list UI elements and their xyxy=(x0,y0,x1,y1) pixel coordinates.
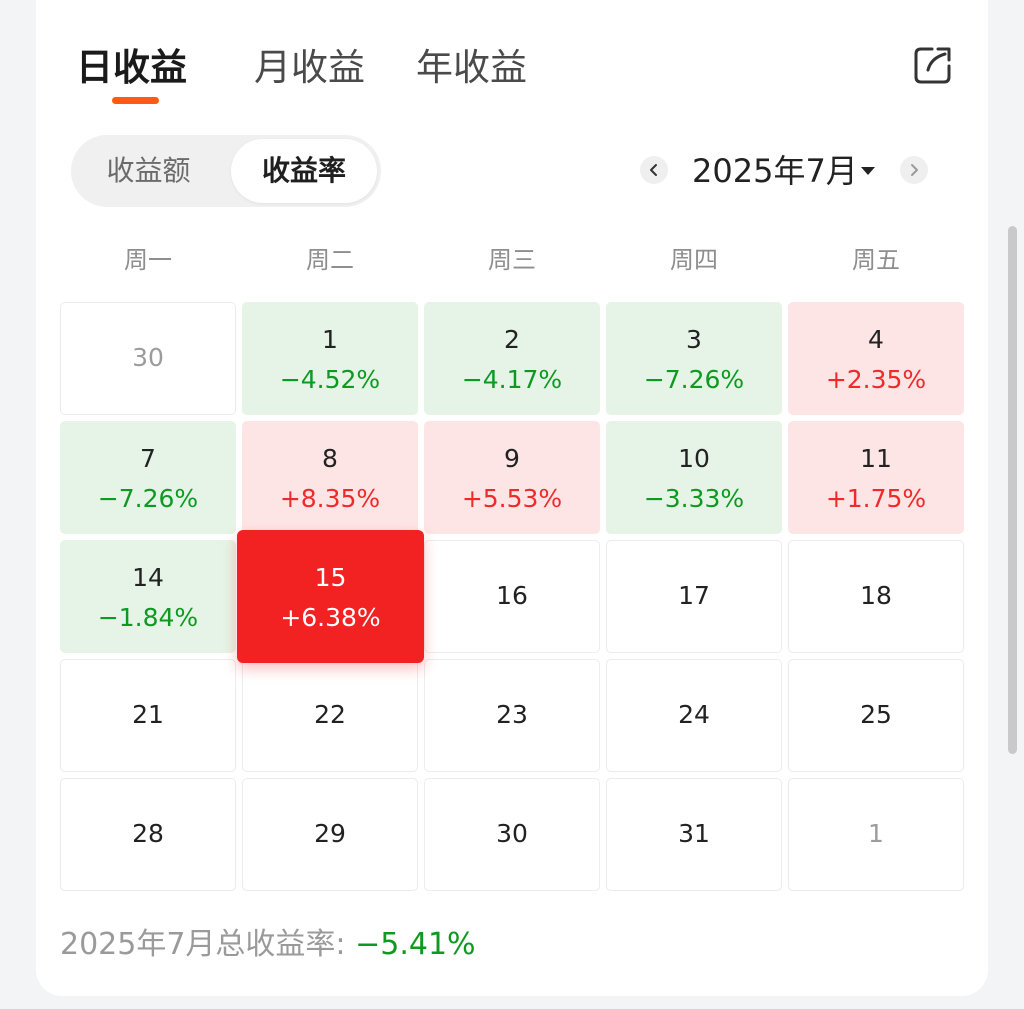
value-type-switch: 收益额 收益率 xyxy=(71,135,381,207)
prev-month-button[interactable] xyxy=(640,156,668,184)
calendar-day-cell[interactable]: 30 xyxy=(424,778,600,891)
day-number: 31 xyxy=(678,819,710,848)
calendar-day-cell[interactable]: 2 −4.17% xyxy=(424,302,600,415)
day-number: 17 xyxy=(678,581,710,610)
day-number: 18 xyxy=(860,581,892,610)
calendar-day-cell[interactable]: 8 +8.35% xyxy=(242,421,418,534)
weekday-mon: 周一 xyxy=(124,246,172,274)
weekday-fri: 周五 xyxy=(852,246,900,274)
calendar-day-cell[interactable]: 28 xyxy=(60,778,236,891)
day-number: 30 xyxy=(132,343,164,372)
weekday-wed: 周三 xyxy=(488,246,536,274)
calendar-day-cell[interactable]: 15 +6.38% xyxy=(237,530,424,663)
day-number: 21 xyxy=(132,700,164,729)
calendar-day-cell[interactable]: 31 xyxy=(606,778,782,891)
calendar-day-cell[interactable]: 3 −7.26% xyxy=(606,302,782,415)
day-return-rate: −4.17% xyxy=(461,365,563,394)
share-icon[interactable] xyxy=(912,44,954,86)
day-number: 25 xyxy=(860,700,892,729)
day-return-rate: +8.35% xyxy=(279,484,381,513)
tab-monthly-returns[interactable]: 月收益 xyxy=(254,46,365,89)
day-return-rate: −7.26% xyxy=(97,484,199,513)
day-number: 10 xyxy=(678,444,710,473)
day-number: 28 xyxy=(132,819,164,848)
day-number: 22 xyxy=(314,700,346,729)
month-selector[interactable]: 2025年7月 xyxy=(692,152,858,190)
day-number: 1 xyxy=(868,819,884,848)
chevron-right-icon xyxy=(911,164,918,176)
calendar-day-cell[interactable]: 14 −1.84% xyxy=(60,540,236,653)
day-return-rate: −4.52% xyxy=(279,365,381,394)
day-number: 29 xyxy=(314,819,346,848)
day-number: 2 xyxy=(504,325,520,354)
month-total-summary: 2025年7月总收益率: −5.41% xyxy=(60,922,476,968)
calendar-day-cell[interactable]: 16 xyxy=(424,540,600,653)
calendar-day-cell[interactable]: 25 xyxy=(788,659,964,772)
day-number: 24 xyxy=(678,700,710,729)
day-return-rate: +1.75% xyxy=(825,484,927,513)
day-number: 11 xyxy=(860,444,892,473)
summary-label: 2025年7月总收益率: xyxy=(60,927,346,962)
day-number: 7 xyxy=(140,444,156,473)
active-tab-indicator xyxy=(112,97,159,104)
day-return-rate: −3.33% xyxy=(643,484,745,513)
day-return-rate: +5.53% xyxy=(461,484,563,513)
day-return-rate: +6.38% xyxy=(280,603,381,632)
day-number: 4 xyxy=(868,325,884,354)
day-number: 3 xyxy=(686,325,702,354)
option-return-amount[interactable]: 收益额 xyxy=(106,154,191,187)
weekday-tue: 周二 xyxy=(306,246,354,274)
day-number: 8 xyxy=(322,444,338,473)
tab-yearly-returns[interactable]: 年收益 xyxy=(416,46,527,89)
day-number: 15 xyxy=(314,563,347,592)
calendar-day-cell[interactable]: 7 −7.26% xyxy=(60,421,236,534)
day-number: 9 xyxy=(504,444,520,473)
calendar-day-cell[interactable]: 17 xyxy=(606,540,782,653)
calendar-day-cell[interactable]: 29 xyxy=(242,778,418,891)
calendar-day-cell[interactable]: 22 xyxy=(242,659,418,772)
calendar-day-cell[interactable]: 4 +2.35% xyxy=(788,302,964,415)
calendar-day-cell[interactable]: 18 xyxy=(788,540,964,653)
calendar-day-cell[interactable]: 10 −3.33% xyxy=(606,421,782,534)
summary-total-rate: −5.41% xyxy=(355,927,476,962)
day-number: 23 xyxy=(496,700,528,729)
day-number: 30 xyxy=(496,819,528,848)
chevron-left-icon xyxy=(650,164,657,176)
option-return-rate[interactable]: 收益率 xyxy=(231,139,377,203)
calendar-day-cell[interactable]: 1 xyxy=(788,778,964,891)
calendar-day-cell[interactable]: 23 xyxy=(424,659,600,772)
calendar-day-cell[interactable]: 30 xyxy=(60,302,236,415)
calendar-day-cell[interactable]: 9 +5.53% xyxy=(424,421,600,534)
tab-daily-returns[interactable]: 日收益 xyxy=(76,46,187,89)
day-number: 16 xyxy=(496,581,528,610)
calendar-day-cell[interactable]: 11 +1.75% xyxy=(788,421,964,534)
calendar-day-cell[interactable]: 21 xyxy=(60,659,236,772)
day-number: 14 xyxy=(132,563,164,592)
calendar-day-cell[interactable]: 24 xyxy=(606,659,782,772)
caret-down-icon[interactable] xyxy=(861,167,875,175)
day-return-rate: −1.84% xyxy=(97,603,199,632)
calendar-day-cell[interactable]: 1 −4.52% xyxy=(242,302,418,415)
next-month-button[interactable] xyxy=(900,156,928,184)
day-return-rate: +2.35% xyxy=(825,365,927,394)
weekday-thu: 周四 xyxy=(670,246,718,274)
scrollbar[interactable] xyxy=(1008,226,1017,754)
day-return-rate: −7.26% xyxy=(643,365,745,394)
day-number: 1 xyxy=(322,325,338,354)
